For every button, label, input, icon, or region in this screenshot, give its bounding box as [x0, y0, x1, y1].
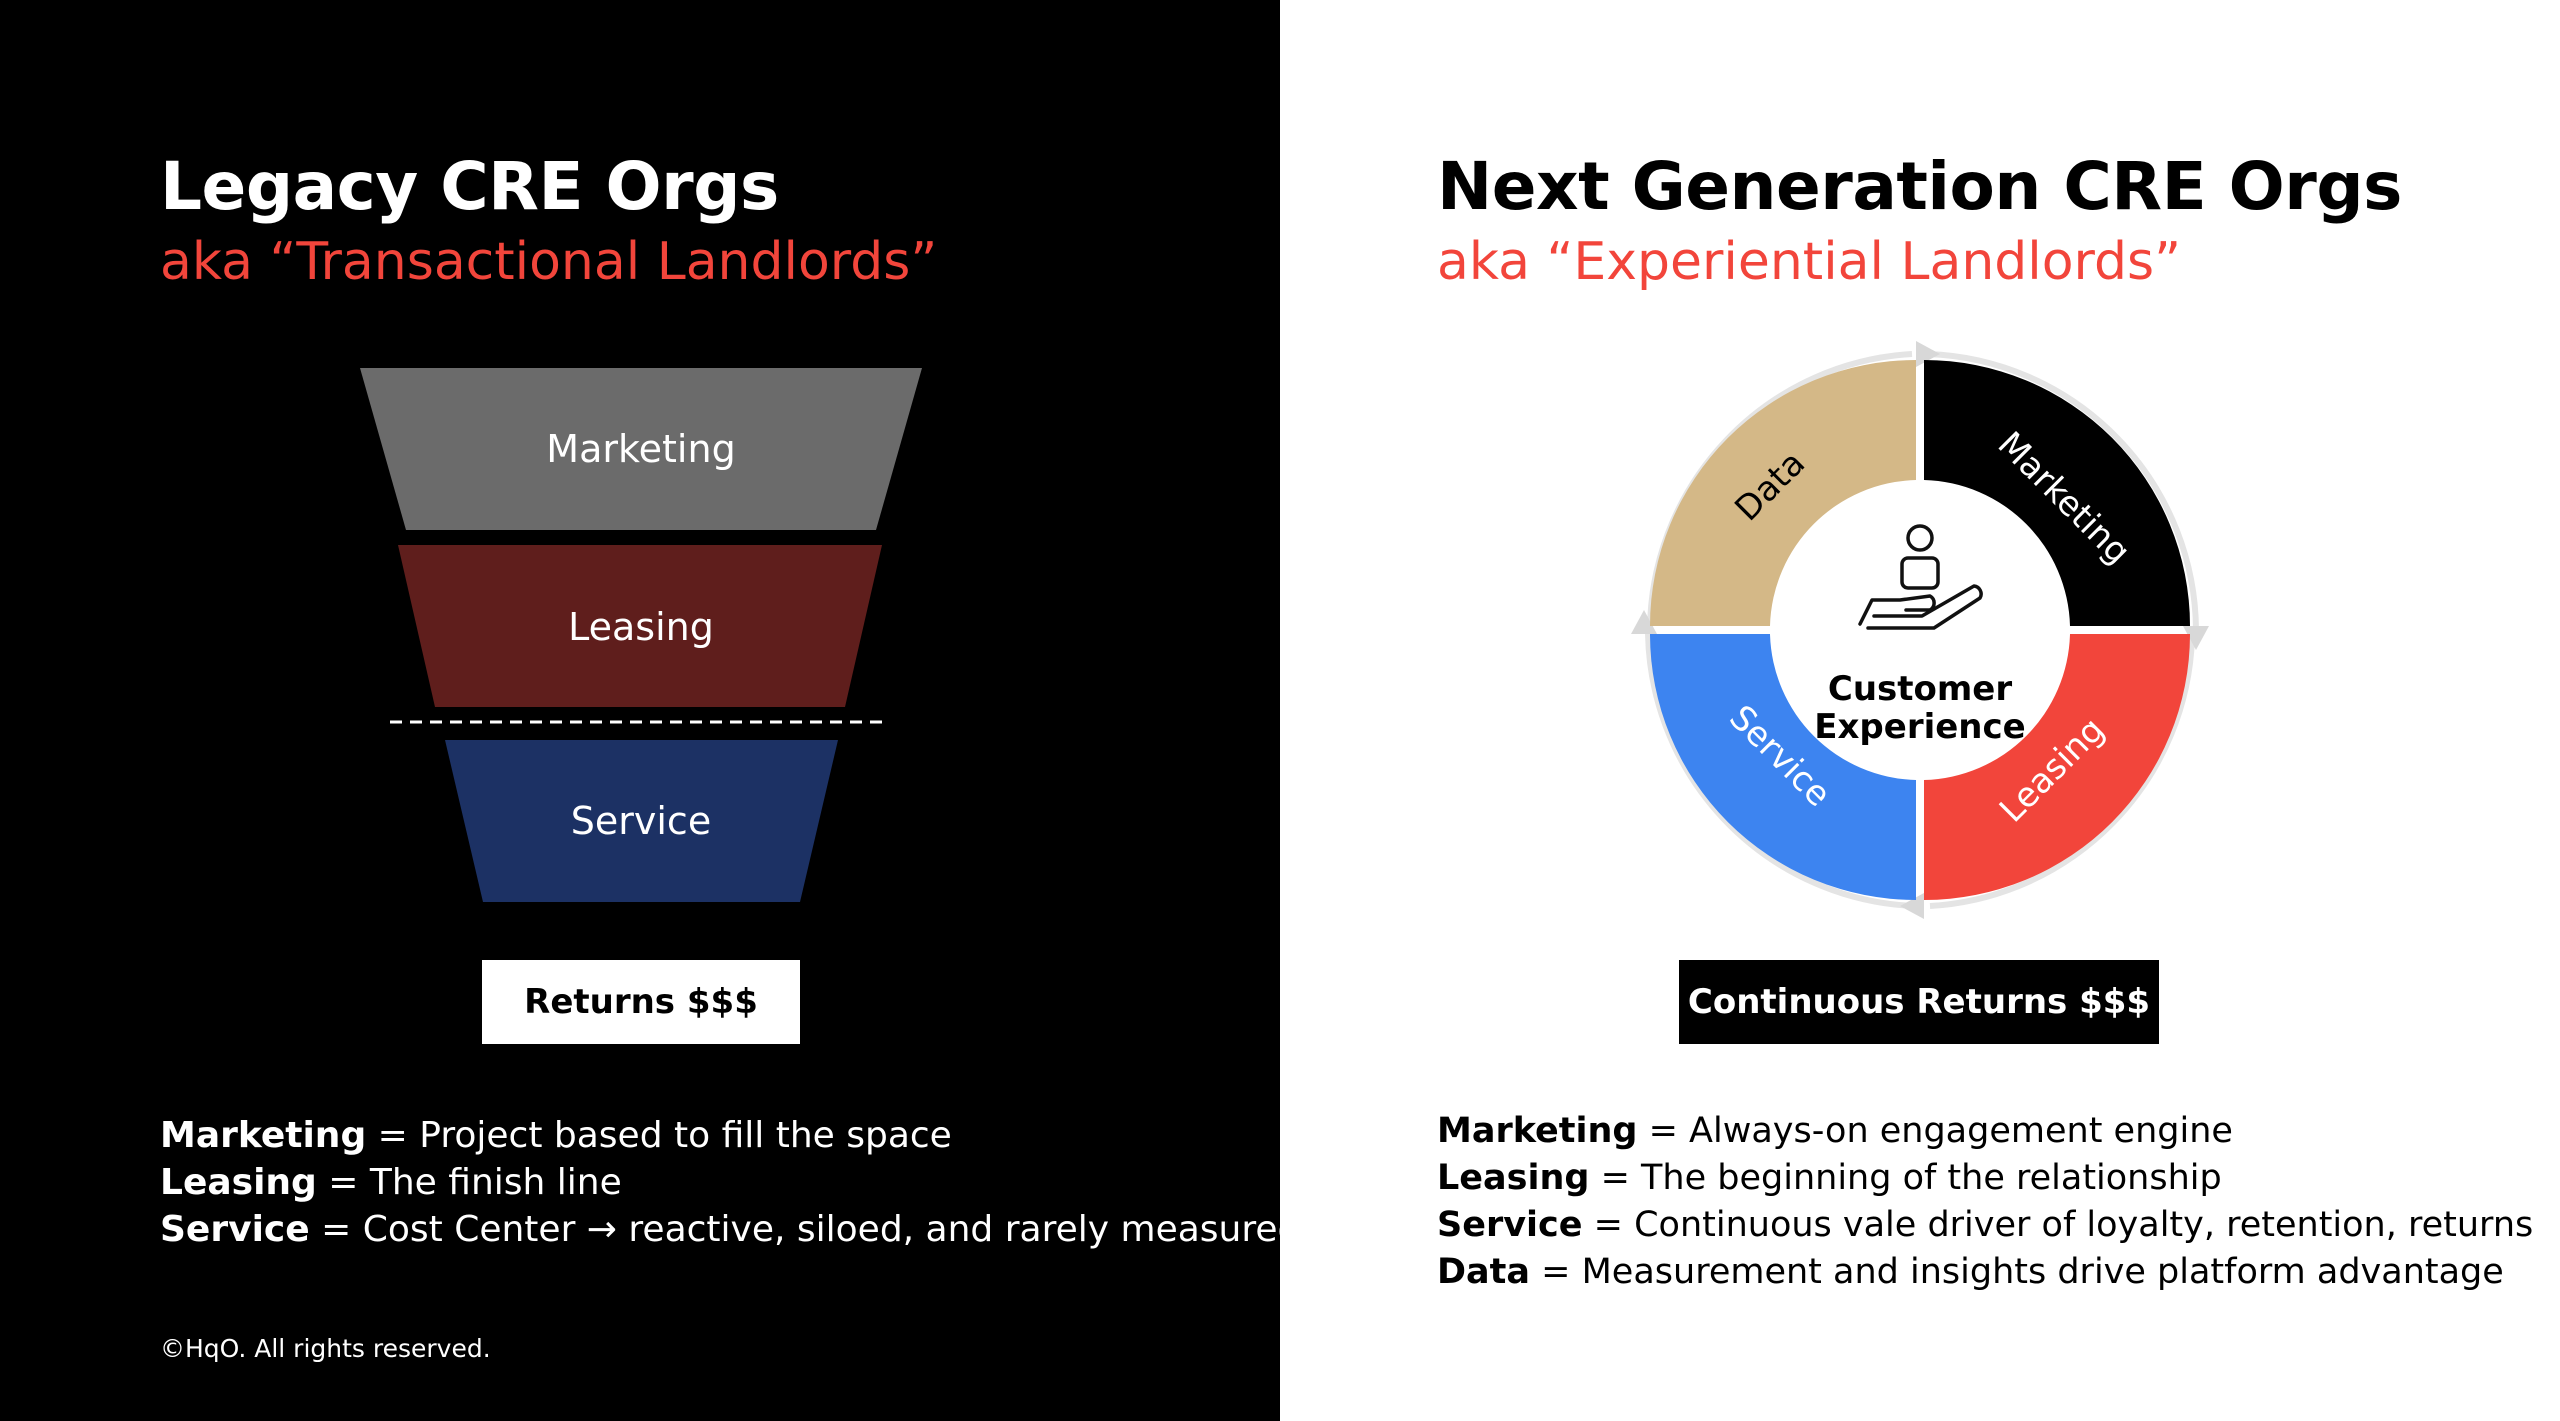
funnel-stage-leasing — [398, 545, 882, 707]
person-in-hand-icon — [1858, 524, 1983, 630]
funnel-label-service: Service — [571, 799, 711, 843]
legacy-panel: Legacy CRE Orgs aka “Transactional Landl… — [0, 0, 1280, 1421]
sales-funnel: Marketing Leasing Service — [360, 368, 922, 902]
nextgen-title: Next Generation CRE Orgs — [1437, 148, 2402, 225]
center-label-line2: Experience — [1814, 707, 2025, 747]
legacy-definitions: Marketing = Project based to fill the sp… — [160, 1112, 1300, 1253]
definition-row: Marketing = Always-on engagement engine — [1437, 1111, 2233, 1151]
definition-row: Service = Continuous vale driver of loya… — [1437, 1205, 2534, 1245]
definition-row: Leasing = The finish line — [160, 1162, 622, 1203]
nextgen-definitions: Marketing = Always-on engagement engine … — [1437, 1108, 2533, 1296]
center-hub — [1774, 484, 2066, 776]
funnel-stage-service — [445, 740, 838, 902]
copyright-notice: ©HqO. All rights reserved. — [160, 1334, 491, 1363]
funnel-label-leasing: Leasing — [568, 605, 714, 649]
definition-row: Marketing = Project based to fill the sp… — [160, 1115, 952, 1156]
cycle-arrowheads — [1631, 341, 2209, 919]
definition-row: Service = Cost Center → reactive, siloed… — [160, 1209, 1301, 1250]
funnel-stage-marketing — [360, 368, 922, 530]
segment-service — [1650, 634, 1916, 900]
customer-experience-cycle: Data Marketing Leasing Service Customer … — [1631, 341, 2209, 919]
segment-data — [1650, 360, 1916, 626]
center-label-line1: Customer — [1828, 669, 2012, 709]
continuous-returns-box: Continuous Returns $$$ — [1679, 960, 2159, 1044]
legacy-title: Legacy CRE Orgs — [160, 148, 779, 225]
segment-leasing — [1924, 634, 2190, 900]
legacy-subtitle: aka “Transactional Landlords” — [160, 232, 938, 292]
definition-row: Leasing = The beginning of the relations… — [1437, 1158, 2222, 1198]
segment-marketing — [1924, 360, 2190, 626]
nextgen-subtitle: aka “Experiential Landlords” — [1437, 232, 2182, 292]
returns-box: Returns $$$ — [482, 960, 800, 1044]
funnel-label-marketing: Marketing — [546, 427, 735, 471]
definition-row: Data = Measurement and insights drive pl… — [1437, 1252, 2504, 1292]
